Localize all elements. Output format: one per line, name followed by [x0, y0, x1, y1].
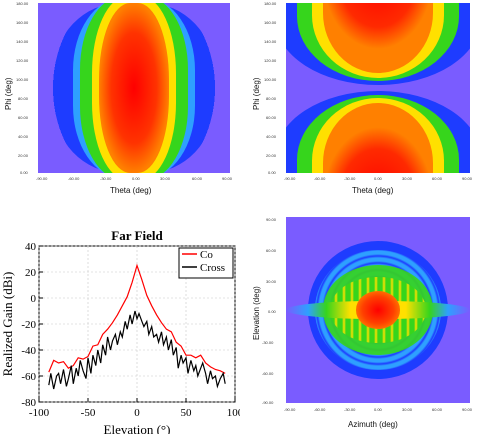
x-axis-title: Azimuth (deg) — [348, 420, 398, 429]
y-axis-title: Phi (deg) — [252, 77, 261, 110]
legend-label-cross: Cross — [200, 262, 225, 274]
series-line-cross — [48, 310, 226, 390]
x-axis-label: Elevation (°) — [104, 422, 171, 434]
x-tick-label: 50 — [181, 407, 193, 419]
x-tick-label: -50 — [81, 407, 96, 419]
heatmap-plot-area — [286, 3, 470, 173]
x-axis-title: Theta (deg) — [352, 186, 394, 195]
y-axis-title: Elevation (deg) — [252, 286, 261, 340]
x-tick-label: -100 — [29, 407, 50, 419]
y-tick-label: 40 — [25, 241, 37, 253]
legend-label-co: Co — [200, 249, 213, 261]
heatmap-panel-bottom-right: 90.00 60.00 30.00 0.00 -30.00 -60.00 -90… — [252, 217, 473, 429]
far-field-svg: -100 -50 0 50 100 40 20 0 -20 -40 -60 -80 Far Field E… — [0, 228, 244, 437]
y-axis-title: Phi (deg) — [4, 77, 13, 110]
heatmap-panel-top-right: 180.00 160.00 140.00 120.00 100.00 80.00… — [240, 0, 480, 200]
x-tick-label: 0 — [134, 407, 140, 419]
chart-title: Far Field — [111, 228, 163, 243]
legend-box — [178, 247, 234, 279]
far-field-line-chart: -100 -50 0 50 100 40 20 0 -20 -40 -60 -80 Far Field E… — [0, 222, 244, 437]
y-tick-label: -80 — [21, 397, 36, 409]
y-tick-label: 20 — [25, 267, 37, 279]
heatmap-plot-area — [38, 3, 230, 173]
y-axis-label: Realized Gain (dBi) — [0, 272, 15, 377]
heatmap-plot-area — [286, 217, 470, 403]
y-tick-label: 0 — [31, 293, 37, 305]
x-axis-title: Theta (deg) — [110, 186, 152, 195]
y-tick-label: -60 — [21, 371, 36, 383]
heatmap-panel-top-left: 180.00 160.00 140.00 120.00 100.00 80.00… — [0, 0, 240, 200]
y-tick-label: -40 — [21, 345, 36, 357]
series-line-co — [48, 263, 226, 374]
y-tick-label: -20 — [21, 319, 36, 331]
x-tick-label: 100 — [227, 407, 240, 419]
